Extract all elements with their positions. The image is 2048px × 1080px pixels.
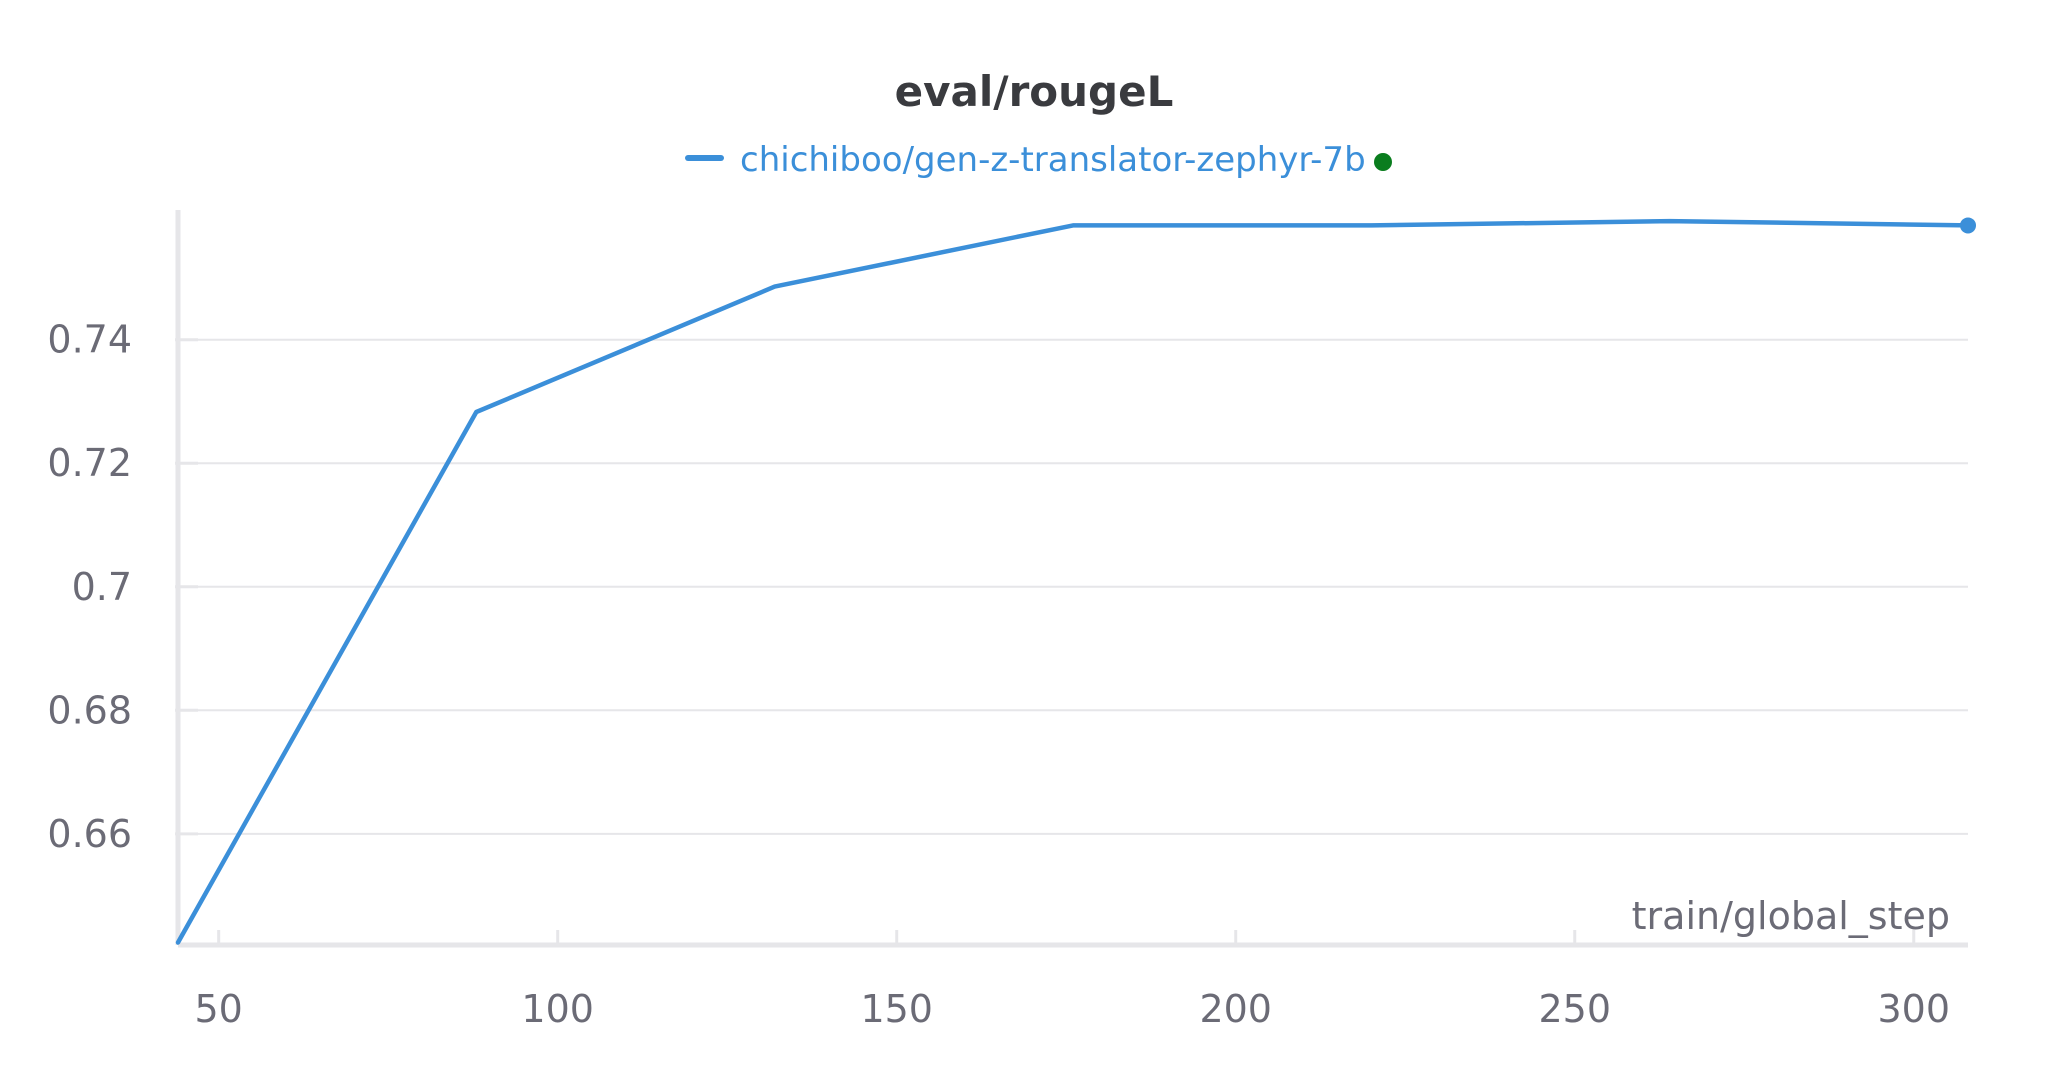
gridlines (178, 338, 1968, 835)
y-tick-label: 0.74 (47, 318, 132, 362)
x-axis-label: train/global_step (1632, 894, 1950, 938)
y-axis-ticks: 0.66 0.68 0.7 0.72 0.74 (47, 318, 198, 856)
y-tick-label: 0.72 (47, 441, 132, 485)
x-tick-label: 200 (1199, 987, 1272, 1031)
y-tick-label: 0.7 (72, 565, 132, 609)
run-status-dot (1374, 153, 1392, 171)
x-tick-label: 250 (1538, 987, 1611, 1031)
x-axis-ticks: 50 100 150 200 250 300 (195, 930, 1950, 1031)
series-group (175, 217, 1976, 945)
x-tick-label: 300 (1877, 987, 1950, 1031)
x-tick-label: 150 (860, 987, 933, 1031)
x-tick-label: 100 (521, 987, 594, 1031)
legend-series-label[interactable]: chichiboo/gen-z-translator-zephyr-7b (740, 140, 1366, 180)
series-line (175, 218, 1971, 945)
x-tick-label: 50 (195, 987, 243, 1031)
series-endpoint-marker (1960, 217, 1976, 234)
legend[interactable]: chichiboo/gen-z-translator-zephyr-7b (685, 140, 1392, 180)
axes (175, 210, 1968, 948)
y-tick-label: 0.68 (47, 688, 132, 732)
y-tick-label: 0.66 (47, 812, 132, 856)
chart-title: eval/rougeL (895, 67, 1174, 116)
